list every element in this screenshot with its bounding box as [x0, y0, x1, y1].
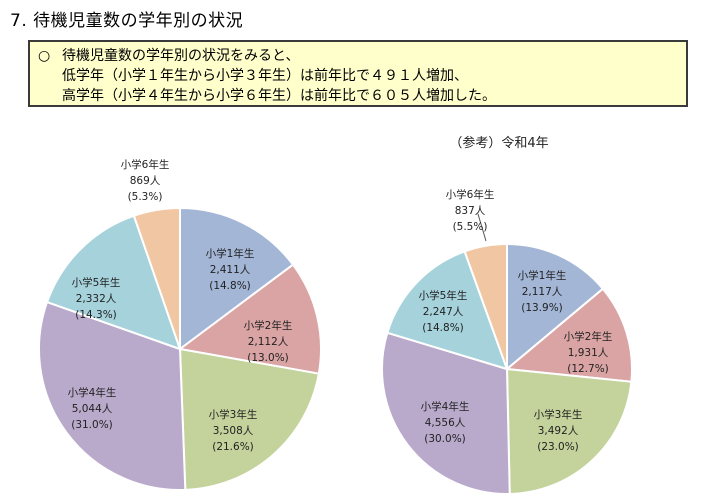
slice-label-name: 小学2年生 — [564, 330, 613, 343]
slice-label-grade-1: 小学1年生 2,117人 (13.9%) — [518, 269, 567, 314]
slice-label-grade-1: 小学1年生 2,411人 (14.8%) — [206, 247, 255, 292]
slice-label-grade-4: 小学4年生 5,044人 (31.0%) — [68, 386, 117, 431]
slice-label-name: 小学3年生 — [534, 408, 583, 421]
slice-label-percent: (21.6%) — [212, 441, 254, 453]
slice-label-count: 2,247人 — [423, 306, 464, 318]
pie-slice-grade-2 — [504, 287, 633, 383]
pie-slice-grade-1 — [179, 206, 295, 351]
slice-label-count: 5,044人 — [72, 403, 113, 415]
slice-label-grade-6: 小学6年生 869人 (5.3%) — [121, 158, 170, 203]
slice-label-name: 小学6年生 — [446, 188, 495, 201]
pie-slice-grade-6 — [463, 242, 508, 370]
slice-label-percent: (13.9%) — [521, 302, 563, 314]
slice-label-count: 3,508人 — [213, 425, 254, 437]
slice-label-count: 4,556人 — [425, 417, 466, 429]
slice-label-count: 3,492人 — [538, 425, 579, 437]
summary-line-3: 高学年（小学４年生から小学６年生）は前年比で６０５人増加した。 — [38, 86, 680, 105]
pie-slice-grade-5 — [386, 250, 509, 371]
slice-label-name: 小学1年生 — [206, 247, 255, 260]
slice-label-grade-2: 小学2年生 1,931人 (12.7%) — [564, 330, 613, 375]
pie-slice-grade-4 — [380, 331, 511, 495]
pie-slice-grade-2 — [177, 263, 322, 375]
slice-label-grade-5: 小学5年生 2,247人 (14.8%) — [419, 289, 468, 334]
slice-label-name: 小学5年生 — [419, 289, 468, 302]
slice-label-count: 837人 — [455, 205, 486, 217]
slice-label-name: 小学6年生 — [121, 158, 170, 171]
grade6-leader-line — [477, 213, 487, 242]
pie-slice-grade-4 — [38, 300, 187, 491]
summary-line-3-text: 高学年（小学４年生から小学６年生）は前年比で６０５人増加した。 — [62, 88, 496, 104]
slice-label-name: 小学1年生 — [518, 269, 567, 282]
slice-label-name: 小学4年生 — [68, 386, 117, 399]
pie-chart-current: 小学1年生 2,411人 (14.8%) 小学2年生 2,112人 (13.0%) 小学3年… — [38, 158, 322, 491]
slice-label-percent: (14.3%) — [75, 309, 117, 321]
slice-label-count: 2,411人 — [210, 264, 251, 276]
slice-label-count: 869人 — [130, 175, 161, 187]
slice-label-grade-3: 小学3年生 3,492人 (23.0%) — [534, 408, 583, 453]
slice-label-count: 1,931人 — [568, 347, 609, 359]
slice-label-count: 2,112人 — [248, 336, 289, 348]
slice-label-grade-6: 小学6年生 837人 (5.5%) — [446, 188, 495, 233]
reference-chart-title: （参考）令和4年 — [449, 135, 548, 151]
slice-label-percent: (31.0%) — [71, 419, 113, 431]
pie-slice-grade-3 — [505, 367, 633, 495]
slice-label-percent: (5.5%) — [453, 221, 488, 233]
pie-slice-grade-3 — [178, 347, 320, 491]
slice-label-percent: (30.0%) — [424, 433, 466, 445]
summary-line-2: 低学年（小学１年生から小学３年生）は前年比で４９１人増加、 — [38, 66, 680, 86]
pie-slice-grade-5 — [45, 214, 182, 351]
summary-line-1: ○ 待機児童数の学年別の状況をみると、 — [38, 46, 680, 66]
slice-label-grade-4: 小学4年生 4,556人 (30.0%) — [421, 400, 470, 445]
pie-slice-grade-1 — [506, 242, 605, 372]
summary-line-1-text: 待機児童数の学年別の状況をみると、 — [62, 48, 300, 64]
slice-label-percent: (5.3%) — [128, 191, 163, 203]
slice-label-percent: (14.8%) — [422, 322, 464, 334]
summary-box: ○ 待機児童数の学年別の状況をみると、 低学年（小学１年生から小学３年生）は前年比… — [28, 40, 688, 107]
slice-label-grade-3: 小学3年生 3,508人 (21.6%) — [209, 408, 258, 453]
slice-label-count: 2,117人 — [522, 286, 563, 298]
slice-label-name: 小学5年生 — [72, 276, 121, 289]
slice-label-percent: (14.8%) — [209, 280, 251, 292]
pie-chart-reference: 小学1年生 2,117人 (13.9%) 小学2年生 1,931人 (12.7%) 小学3年… — [380, 135, 633, 495]
slice-label-grade-5: 小学5年生 2,332人 (14.3%) — [72, 276, 121, 321]
pie-slice-grade-6 — [132, 206, 181, 350]
summary-bullet: ○ — [38, 48, 51, 64]
slice-label-percent: (13.0%) — [247, 352, 289, 364]
slice-label-percent: (12.7%) — [567, 363, 609, 375]
section-heading: 7. 待機児童数の学年別の状況 — [10, 11, 244, 31]
slice-label-name: 小学4年生 — [421, 400, 470, 413]
slice-label-name: 小学3年生 — [209, 408, 258, 421]
slice-label-grade-2: 小学2年生 2,112人 (13.0%) — [244, 319, 293, 364]
slice-label-name: 小学2年生 — [244, 319, 293, 332]
summary-line-2-text: 低学年（小学１年生から小学３年生）は前年比で４９１人増加、 — [62, 68, 468, 84]
slice-label-percent: (23.0%) — [537, 441, 579, 453]
slice-label-count: 2,332人 — [76, 293, 117, 305]
